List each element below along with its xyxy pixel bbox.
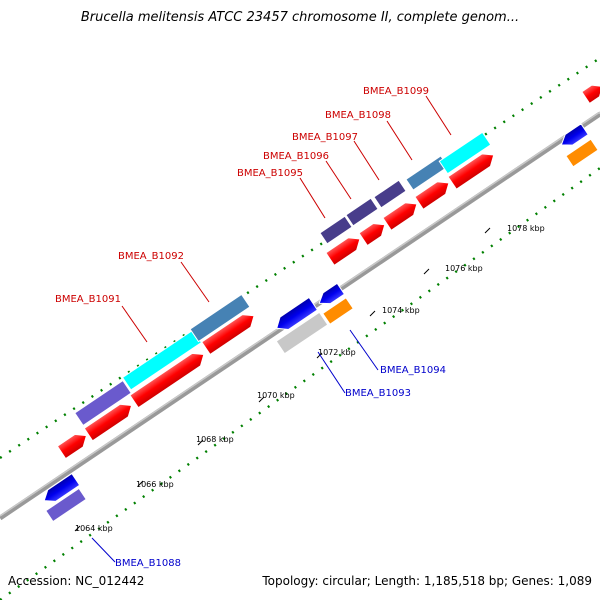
gene-label-bmea_b1096[interactable]: BMEA_B1096 [263, 151, 329, 162]
scale-tick [369, 310, 376, 317]
gene-label-bmea_b1093[interactable]: BMEA_B1093 [345, 388, 411, 399]
gene-label-bmea_b1095[interactable]: BMEA_B1095 [237, 168, 303, 179]
scale-tick-label: 1076 kbp [445, 264, 483, 273]
gene-label-bmea_b1094[interactable]: BMEA_B1094 [380, 365, 446, 376]
cds-forward-arrow[interactable] [325, 233, 364, 266]
gene-leader-line [317, 351, 346, 394]
gene-label-bmea_b1091[interactable]: BMEA_B1091 [55, 294, 121, 305]
cds-reverse-arrow[interactable] [273, 296, 319, 334]
accession-label: Accession: NC_012442 [8, 574, 145, 588]
gene-leader-line [425, 95, 452, 136]
cds-forward-arrow[interactable] [581, 81, 600, 105]
scale-tick [423, 268, 430, 275]
scale-tick [197, 439, 204, 446]
scale-tick-label: 1078 kbp [507, 224, 545, 233]
gene-label-bmea_b1099[interactable]: BMEA_B1099 [363, 86, 429, 97]
gene-leader-line [353, 140, 380, 181]
cds-forward-arrow[interactable] [201, 310, 258, 356]
cog-block[interactable] [275, 311, 329, 355]
scale-tick-label: 1068 kbp [196, 435, 234, 444]
cog-block[interactable] [565, 138, 599, 168]
cog-block[interactable] [373, 179, 407, 209]
cds-forward-arrow[interactable] [447, 149, 498, 190]
dotted-ring-outer [0, 57, 600, 459]
gene-leader-line [91, 537, 116, 563]
cog-block[interactable] [189, 293, 251, 343]
topology-summary: Topology: circular; Length: 1,185,518 bp… [262, 574, 592, 588]
gene-label-bmea_b1097[interactable]: BMEA_B1097 [292, 132, 358, 143]
gene-leader-line [180, 261, 210, 303]
cds-forward-arrow[interactable] [382, 198, 421, 231]
gene-leader-line [299, 177, 326, 219]
scale-tick-label: 1072 kbp [318, 348, 356, 357]
scale-tick-label: 1066 kbp [136, 480, 174, 489]
map-title: Brucella melitensis ATCC 23457 chromosom… [80, 10, 520, 25]
cog-block[interactable] [438, 131, 492, 175]
dotted-ring-inner [0, 167, 600, 600]
gene-label-bmea_b1092[interactable]: BMEA_B1092 [118, 251, 184, 262]
scale-tick-label: 1070 kbp [257, 391, 295, 400]
cog-block[interactable] [319, 215, 353, 245]
scale-tick [137, 480, 144, 487]
cds-forward-arrow[interactable] [56, 429, 90, 460]
cds-forward-arrow[interactable] [358, 219, 389, 247]
scale-tick [316, 352, 323, 359]
cds-forward-arrow[interactable] [414, 177, 453, 210]
gene-label-bmea_b1088[interactable]: BMEA_B1088 [115, 558, 181, 569]
scale-tick [74, 525, 81, 532]
gene-leader-line [121, 305, 148, 343]
scale-tick [484, 227, 491, 234]
scale-tick-label: 1064 kbp [75, 524, 113, 533]
gene-leader-line [325, 160, 352, 200]
gene-label-bmea_b1098[interactable]: BMEA_B1098 [325, 110, 391, 121]
scale-tick [258, 396, 265, 403]
cds-forward-arrow[interactable] [129, 348, 208, 409]
gene-leader-line [386, 120, 413, 161]
gene-leader-line [349, 329, 379, 371]
cog-block[interactable] [322, 297, 354, 325]
cds-reverse-arrow[interactable] [558, 123, 589, 150]
cds-reverse-arrow[interactable] [40, 472, 81, 507]
cds-reverse-arrow[interactable] [316, 282, 346, 308]
cog-block[interactable] [45, 487, 87, 523]
scale-tick-label: 1074 kbp [382, 306, 420, 315]
cog-block[interactable] [345, 197, 379, 227]
cog-block[interactable] [74, 379, 132, 427]
cds-forward-arrow[interactable] [83, 399, 136, 442]
